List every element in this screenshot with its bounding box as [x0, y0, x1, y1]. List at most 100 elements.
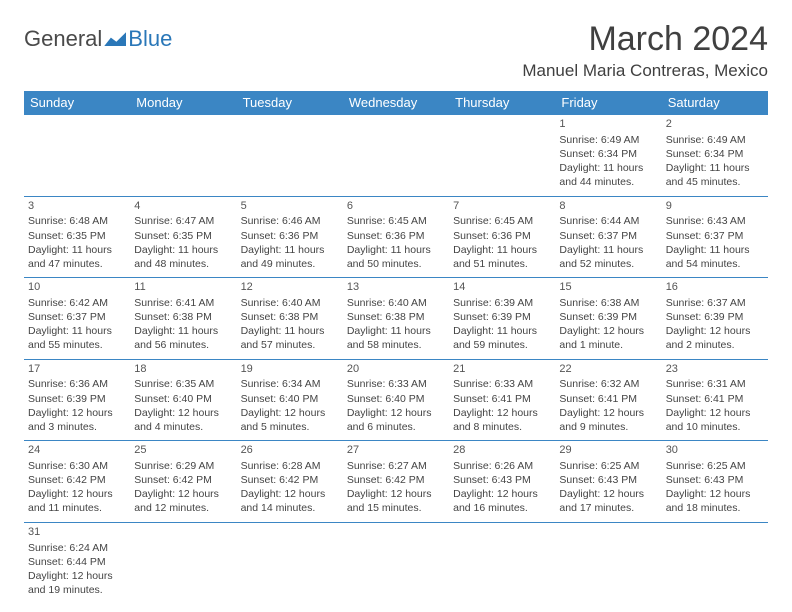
calendar-cell: 25Sunrise: 6:29 AMSunset: 6:42 PMDayligh…	[130, 441, 236, 523]
sunrise-line: Sunrise: 6:41 AM	[134, 296, 232, 310]
month-title: March 2024	[522, 20, 768, 59]
daylight-line: Daylight: 12 hours and 1 minute.	[559, 324, 657, 352]
calendar-cell: 16Sunrise: 6:37 AMSunset: 6:39 PMDayligh…	[662, 278, 768, 360]
sunrise-line: Sunrise: 6:49 AM	[666, 133, 764, 147]
day-header: Tuesday	[237, 91, 343, 115]
daylight-line: Daylight: 12 hours and 9 minutes.	[559, 406, 657, 434]
calendar-cell: 28Sunrise: 6:26 AMSunset: 6:43 PMDayligh…	[449, 441, 555, 523]
day-header: Thursday	[449, 91, 555, 115]
daylight-line: Daylight: 11 hours and 45 minutes.	[666, 161, 764, 189]
day-number: 7	[453, 199, 551, 214]
sunrise-line: Sunrise: 6:44 AM	[559, 214, 657, 228]
sunset-line: Sunset: 6:43 PM	[559, 473, 657, 487]
sunrise-line: Sunrise: 6:40 AM	[241, 296, 339, 310]
day-number: 22	[559, 362, 657, 377]
day-number: 9	[666, 199, 764, 214]
daylight-line: Daylight: 11 hours and 51 minutes.	[453, 243, 551, 271]
day-number: 12	[241, 280, 339, 295]
calendar-week: 10Sunrise: 6:42 AMSunset: 6:37 PMDayligh…	[24, 278, 768, 360]
daylight-line: Daylight: 12 hours and 19 minutes.	[28, 569, 126, 597]
day-number: 17	[28, 362, 126, 377]
logo: General Blue	[24, 26, 172, 52]
sunrise-line: Sunrise: 6:39 AM	[453, 296, 551, 310]
sunset-line: Sunset: 6:43 PM	[666, 473, 764, 487]
sunset-line: Sunset: 6:36 PM	[453, 229, 551, 243]
calendar-cell: 8Sunrise: 6:44 AMSunset: 6:37 PMDaylight…	[555, 196, 661, 278]
daylight-line: Daylight: 11 hours and 56 minutes.	[134, 324, 232, 352]
daylight-line: Daylight: 12 hours and 16 minutes.	[453, 487, 551, 515]
calendar-week: 1Sunrise: 6:49 AMSunset: 6:34 PMDaylight…	[24, 115, 768, 197]
calendar-cell: 7Sunrise: 6:45 AMSunset: 6:36 PMDaylight…	[449, 196, 555, 278]
sunset-line: Sunset: 6:37 PM	[666, 229, 764, 243]
sunset-line: Sunset: 6:40 PM	[241, 392, 339, 406]
sunrise-line: Sunrise: 6:36 AM	[28, 377, 126, 391]
sunrise-line: Sunrise: 6:45 AM	[347, 214, 445, 228]
sunset-line: Sunset: 6:44 PM	[28, 555, 126, 569]
sunset-line: Sunset: 6:42 PM	[241, 473, 339, 487]
calendar-cell: 26Sunrise: 6:28 AMSunset: 6:42 PMDayligh…	[237, 441, 343, 523]
daylight-line: Daylight: 12 hours and 18 minutes.	[666, 487, 764, 515]
day-number: 21	[453, 362, 551, 377]
calendar-cell: 11Sunrise: 6:41 AMSunset: 6:38 PMDayligh…	[130, 278, 236, 360]
calendar-cell	[130, 522, 236, 603]
calendar-cell	[130, 115, 236, 197]
calendar-cell	[449, 115, 555, 197]
daylight-line: Daylight: 12 hours and 2 minutes.	[666, 324, 764, 352]
calendar-cell: 23Sunrise: 6:31 AMSunset: 6:41 PMDayligh…	[662, 359, 768, 441]
daylight-line: Daylight: 11 hours and 52 minutes.	[559, 243, 657, 271]
sunset-line: Sunset: 6:36 PM	[347, 229, 445, 243]
sunrise-line: Sunrise: 6:26 AM	[453, 459, 551, 473]
day-number: 4	[134, 199, 232, 214]
calendar-cell: 29Sunrise: 6:25 AMSunset: 6:43 PMDayligh…	[555, 441, 661, 523]
sunset-line: Sunset: 6:37 PM	[559, 229, 657, 243]
calendar-head: SundayMondayTuesdayWednesdayThursdayFrid…	[24, 91, 768, 115]
sunrise-line: Sunrise: 6:30 AM	[28, 459, 126, 473]
sunrise-line: Sunrise: 6:43 AM	[666, 214, 764, 228]
day-header-row: SundayMondayTuesdayWednesdayThursdayFrid…	[24, 91, 768, 115]
calendar-cell: 27Sunrise: 6:27 AMSunset: 6:42 PMDayligh…	[343, 441, 449, 523]
calendar-cell: 13Sunrise: 6:40 AMSunset: 6:38 PMDayligh…	[343, 278, 449, 360]
sunset-line: Sunset: 6:41 PM	[453, 392, 551, 406]
daylight-line: Daylight: 11 hours and 49 minutes.	[241, 243, 339, 271]
day-number: 15	[559, 280, 657, 295]
calendar-cell: 4Sunrise: 6:47 AMSunset: 6:35 PMDaylight…	[130, 196, 236, 278]
sunrise-line: Sunrise: 6:40 AM	[347, 296, 445, 310]
calendar-cell	[555, 522, 661, 603]
day-number: 6	[347, 199, 445, 214]
calendar-cell: 20Sunrise: 6:33 AMSunset: 6:40 PMDayligh…	[343, 359, 449, 441]
sunrise-line: Sunrise: 6:29 AM	[134, 459, 232, 473]
sunset-line: Sunset: 6:41 PM	[666, 392, 764, 406]
day-number: 29	[559, 443, 657, 458]
sunset-line: Sunset: 6:35 PM	[28, 229, 126, 243]
daylight-line: Daylight: 12 hours and 6 minutes.	[347, 406, 445, 434]
day-header: Monday	[130, 91, 236, 115]
sunrise-line: Sunrise: 6:47 AM	[134, 214, 232, 228]
day-header: Wednesday	[343, 91, 449, 115]
daylight-line: Daylight: 12 hours and 8 minutes.	[453, 406, 551, 434]
day-number: 24	[28, 443, 126, 458]
calendar-week: 17Sunrise: 6:36 AMSunset: 6:39 PMDayligh…	[24, 359, 768, 441]
calendar-cell: 2Sunrise: 6:49 AMSunset: 6:34 PMDaylight…	[662, 115, 768, 197]
day-number: 26	[241, 443, 339, 458]
day-number: 1	[559, 117, 657, 132]
sunset-line: Sunset: 6:37 PM	[28, 310, 126, 324]
day-header: Friday	[555, 91, 661, 115]
day-number: 11	[134, 280, 232, 295]
day-number: 19	[241, 362, 339, 377]
calendar-cell: 5Sunrise: 6:46 AMSunset: 6:36 PMDaylight…	[237, 196, 343, 278]
day-number: 3	[28, 199, 126, 214]
sunrise-line: Sunrise: 6:32 AM	[559, 377, 657, 391]
sunrise-line: Sunrise: 6:45 AM	[453, 214, 551, 228]
daylight-line: Daylight: 12 hours and 3 minutes.	[28, 406, 126, 434]
sunset-line: Sunset: 6:38 PM	[241, 310, 339, 324]
calendar-cell: 14Sunrise: 6:39 AMSunset: 6:39 PMDayligh…	[449, 278, 555, 360]
sunrise-line: Sunrise: 6:35 AM	[134, 377, 232, 391]
calendar-week: 31Sunrise: 6:24 AMSunset: 6:44 PMDayligh…	[24, 522, 768, 603]
daylight-line: Daylight: 12 hours and 17 minutes.	[559, 487, 657, 515]
sunrise-line: Sunrise: 6:38 AM	[559, 296, 657, 310]
sunset-line: Sunset: 6:39 PM	[559, 310, 657, 324]
daylight-line: Daylight: 11 hours and 57 minutes.	[241, 324, 339, 352]
daylight-line: Daylight: 11 hours and 47 minutes.	[28, 243, 126, 271]
day-header: Sunday	[24, 91, 130, 115]
day-number: 28	[453, 443, 551, 458]
